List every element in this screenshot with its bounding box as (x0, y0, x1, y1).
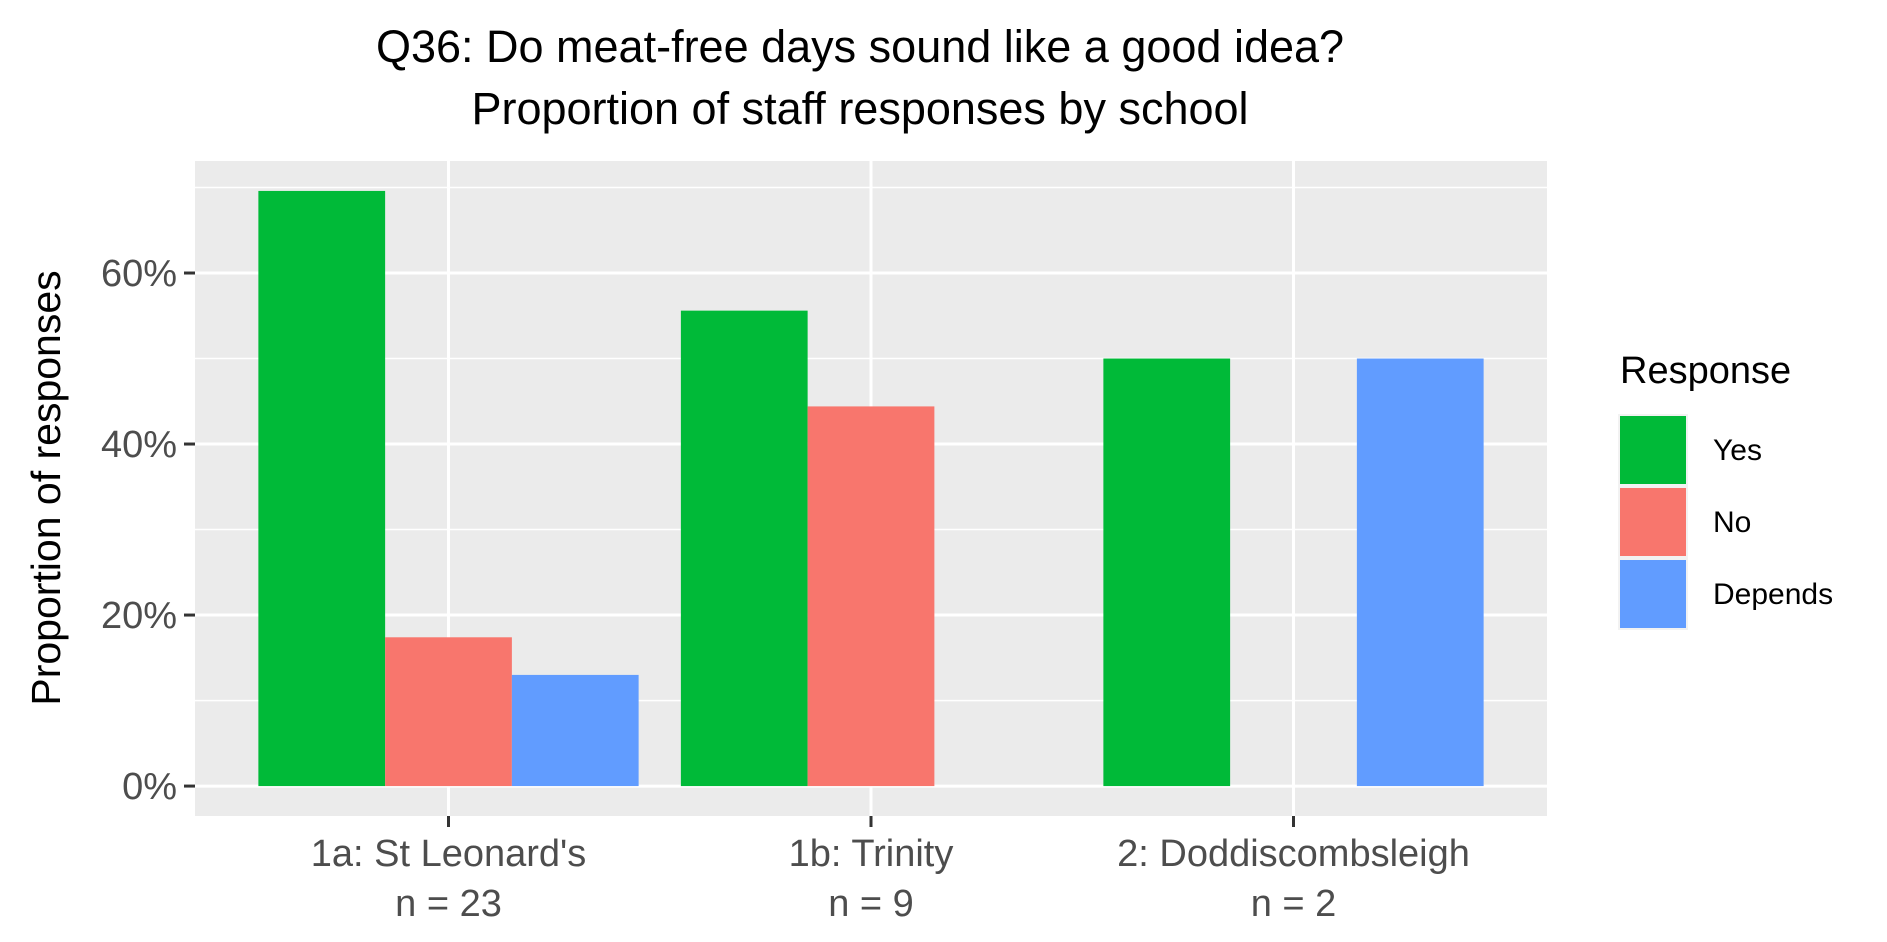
bar-no (385, 637, 512, 787)
legend-swatch-depends (1620, 560, 1686, 628)
x-tick-label: 2: Doddiscombsleigh (1117, 833, 1470, 875)
legend-label-depends: Depends (1713, 578, 1833, 611)
bar-yes (680, 310, 808, 787)
x-tick-label: n = 9 (828, 883, 914, 925)
legend-label-yes: Yes (1713, 434, 1762, 467)
axes: 0% 20% 40% 60% 1a: St Leonard's n = 23 1b: Tri… (101, 253, 1470, 925)
x-tick-label: n = 23 (395, 883, 502, 925)
x-tick-label: 1a: St Leonard's (311, 833, 587, 875)
legend-swatch-no (1620, 488, 1686, 556)
bar-yes (258, 190, 386, 787)
x-tick-label: n = 2 (1251, 883, 1337, 925)
x-tick-label: 1b: Trinity (789, 833, 954, 875)
bars (258, 190, 1484, 787)
legend-title: Response (1620, 350, 1791, 392)
y-tick-label: 40% (101, 424, 177, 466)
legend-swatch-yes (1620, 416, 1686, 484)
y-tick-label: 20% (101, 595, 177, 637)
bar-depends (1356, 358, 1484, 787)
bar-depends (511, 674, 639, 787)
legend: Response Yes No Depends (1618, 350, 1833, 630)
chart-title: Q36: Do meat-free days sound like a good… (376, 21, 1344, 72)
chart-subtitle: Proportion of staff responses by school (471, 83, 1248, 134)
y-tick-label: 0% (122, 766, 177, 808)
bar-yes (1103, 358, 1231, 787)
y-axis-title: Proportion of responses (23, 270, 69, 705)
legend-label-no: No (1713, 506, 1751, 539)
bar-no (807, 406, 935, 787)
y-tick-label: 60% (101, 253, 177, 295)
